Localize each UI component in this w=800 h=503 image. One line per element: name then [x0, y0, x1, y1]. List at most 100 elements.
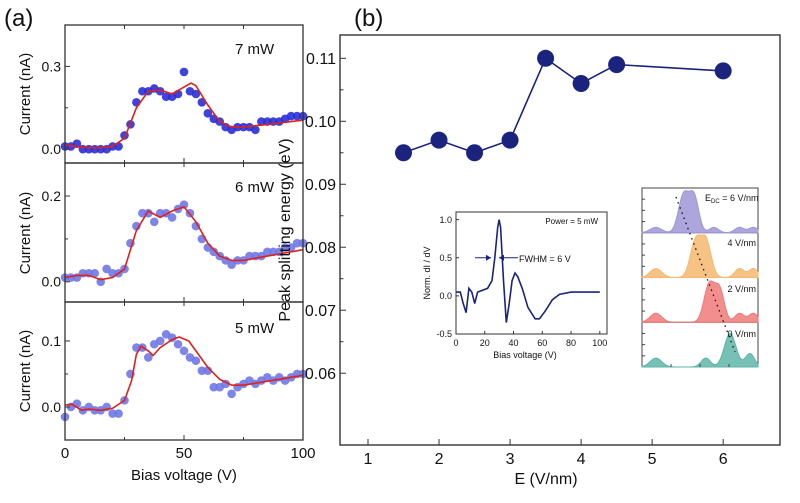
b-data-point	[466, 144, 484, 162]
ylabel-b: Peak splitting energy (eV)	[277, 138, 294, 321]
inset-ylabel: Norm. dI / dV	[422, 246, 432, 299]
panel-label-a: (a)	[4, 5, 33, 32]
a-middle-data-point	[286, 243, 296, 252]
a-middle-data-point	[102, 264, 111, 274]
spectra-label-6: EDC = 6 V/nm	[705, 193, 758, 205]
inset-ytick-label: 0.0	[439, 291, 452, 301]
fwhm-arrowhead-right	[499, 254, 504, 261]
b-ytick-label: 0.08	[305, 240, 336, 257]
b-data-point	[714, 62, 732, 80]
b-ytick-label: 0.10	[305, 114, 336, 131]
a-top-ytick-label: 0.3	[42, 58, 62, 74]
b-xtick-label: 4	[577, 451, 586, 468]
a-bottom-data-point	[108, 409, 117, 418]
inset-curve	[456, 219, 600, 323]
annotation-6mw: 6 mW	[235, 179, 275, 196]
inset-frame	[455, 211, 608, 335]
a-bottom-data-point	[167, 333, 177, 342]
a-middle-data-point	[209, 247, 219, 257]
a-bottom-xtick-label: 50	[176, 445, 193, 462]
spectra-trend-dotted-line	[675, 196, 736, 353]
a-middle-data-point	[155, 208, 165, 218]
a-bottom-data-point	[114, 409, 123, 418]
b-data-point	[430, 131, 448, 149]
a-bottom-ytick-label: 0.1	[42, 333, 62, 349]
a-middle-ytick-label: 0.0	[42, 274, 62, 290]
inset-xlabel: Bias voltage (V)	[493, 350, 557, 360]
b-xtick-label: 5	[648, 451, 657, 468]
inset-xtick-label: 40	[509, 338, 519, 348]
b-data-point	[572, 74, 590, 92]
ylabel-a-top: Current (nA)	[17, 53, 34, 136]
a-bottom-data-point	[209, 382, 219, 392]
inset-ytick-label: 1.0	[439, 215, 452, 225]
inset-xtick-label: 100	[592, 338, 607, 348]
spectrum-fill	[641, 280, 759, 323]
inset-xtick-label: 60	[537, 338, 547, 348]
a-middle-data-point	[90, 268, 100, 278]
a-top-ytick-label: 0.0	[42, 141, 62, 157]
a-middle-data-point	[227, 260, 236, 269]
a-bottom-xtick-label: 100	[290, 445, 315, 462]
b-ytick-label: 0.11	[306, 51, 336, 68]
spectra-label-0: 0 V/nm	[727, 329, 756, 339]
inset-annotation: Power = 5 mW	[545, 217, 598, 226]
a-bottom-data-point	[227, 389, 236, 399]
a-bottom-data-point	[179, 346, 189, 356]
a-middle-data-point	[167, 213, 177, 222]
b-data-point	[501, 131, 519, 149]
b-data-point	[608, 56, 626, 74]
a-bottom-data-point	[155, 336, 165, 346]
spectrum-fill	[641, 190, 759, 234]
a-bottom-xtick-label: 0	[61, 445, 69, 462]
b-series-line	[403, 57, 724, 154]
inset-fwhm-label: FWHM = 6 V	[519, 254, 571, 264]
a-bottom-data-point	[144, 353, 153, 362]
b-xtick-label: 3	[506, 451, 515, 468]
inset-ytick-label: -0.5	[436, 329, 452, 339]
a-top-data-point	[138, 86, 147, 96]
a-bottom-data-point	[191, 356, 201, 366]
ylabel-a-middle: Current (nA)	[17, 192, 34, 275]
a-bottom-fit-line	[64, 336, 304, 412]
a-top-data-point	[292, 111, 302, 121]
b-ytick-label: 0.06	[305, 366, 336, 383]
a-middle-data-point	[149, 217, 159, 227]
annotation-5mw: 5 mW	[235, 320, 275, 337]
b-frame	[339, 34, 781, 446]
inset-background	[456, 212, 607, 334]
ylabel-a-bottom: Current (nA)	[17, 330, 34, 413]
a-bottom-data-point	[173, 339, 183, 349]
xlabel-b: E (V/nm)	[514, 471, 577, 488]
spectra-label-4: 4 V/nm	[727, 238, 756, 248]
a-top-data-point	[203, 109, 213, 118]
a-bottom-data-point	[197, 366, 207, 375]
a-top-data-point	[155, 86, 165, 96]
b-ytick-label: 0.09	[305, 177, 336, 194]
a-middle-fit-line	[64, 205, 304, 281]
a-top-data-point	[161, 92, 171, 102]
inset-ytick-label: 0.5	[439, 253, 452, 263]
xlabel-a: Bias voltage (V)	[131, 467, 237, 484]
inset-xtick-label: 80	[566, 338, 576, 348]
a-top-fit-line	[64, 82, 304, 149]
a-top-data-point	[257, 117, 266, 126]
inset-xtick-label: 20	[480, 338, 490, 348]
inset-xtick-label: 0	[453, 338, 458, 348]
a-middle-data-point	[191, 221, 201, 231]
a-middle-data-point	[292, 238, 302, 248]
spectrum-fill	[641, 332, 759, 368]
a-top-data-point	[251, 125, 260, 135]
a-middle-data-point	[280, 243, 290, 252]
a-top-data-point	[286, 111, 296, 121]
panel-label-b: (b)	[354, 5, 383, 32]
b-xtick-label: 6	[719, 451, 728, 468]
a-middle-ytick-label: 0.2	[42, 188, 62, 204]
spectrum-fill	[641, 234, 759, 278]
a-bottom-ytick-label: 0.0	[42, 399, 62, 415]
a-top-data-point	[179, 67, 189, 77]
spectra-label-2: 2 V/nm	[727, 284, 756, 294]
b-data-point	[395, 144, 413, 162]
b-xtick-label: 1	[364, 451, 373, 468]
